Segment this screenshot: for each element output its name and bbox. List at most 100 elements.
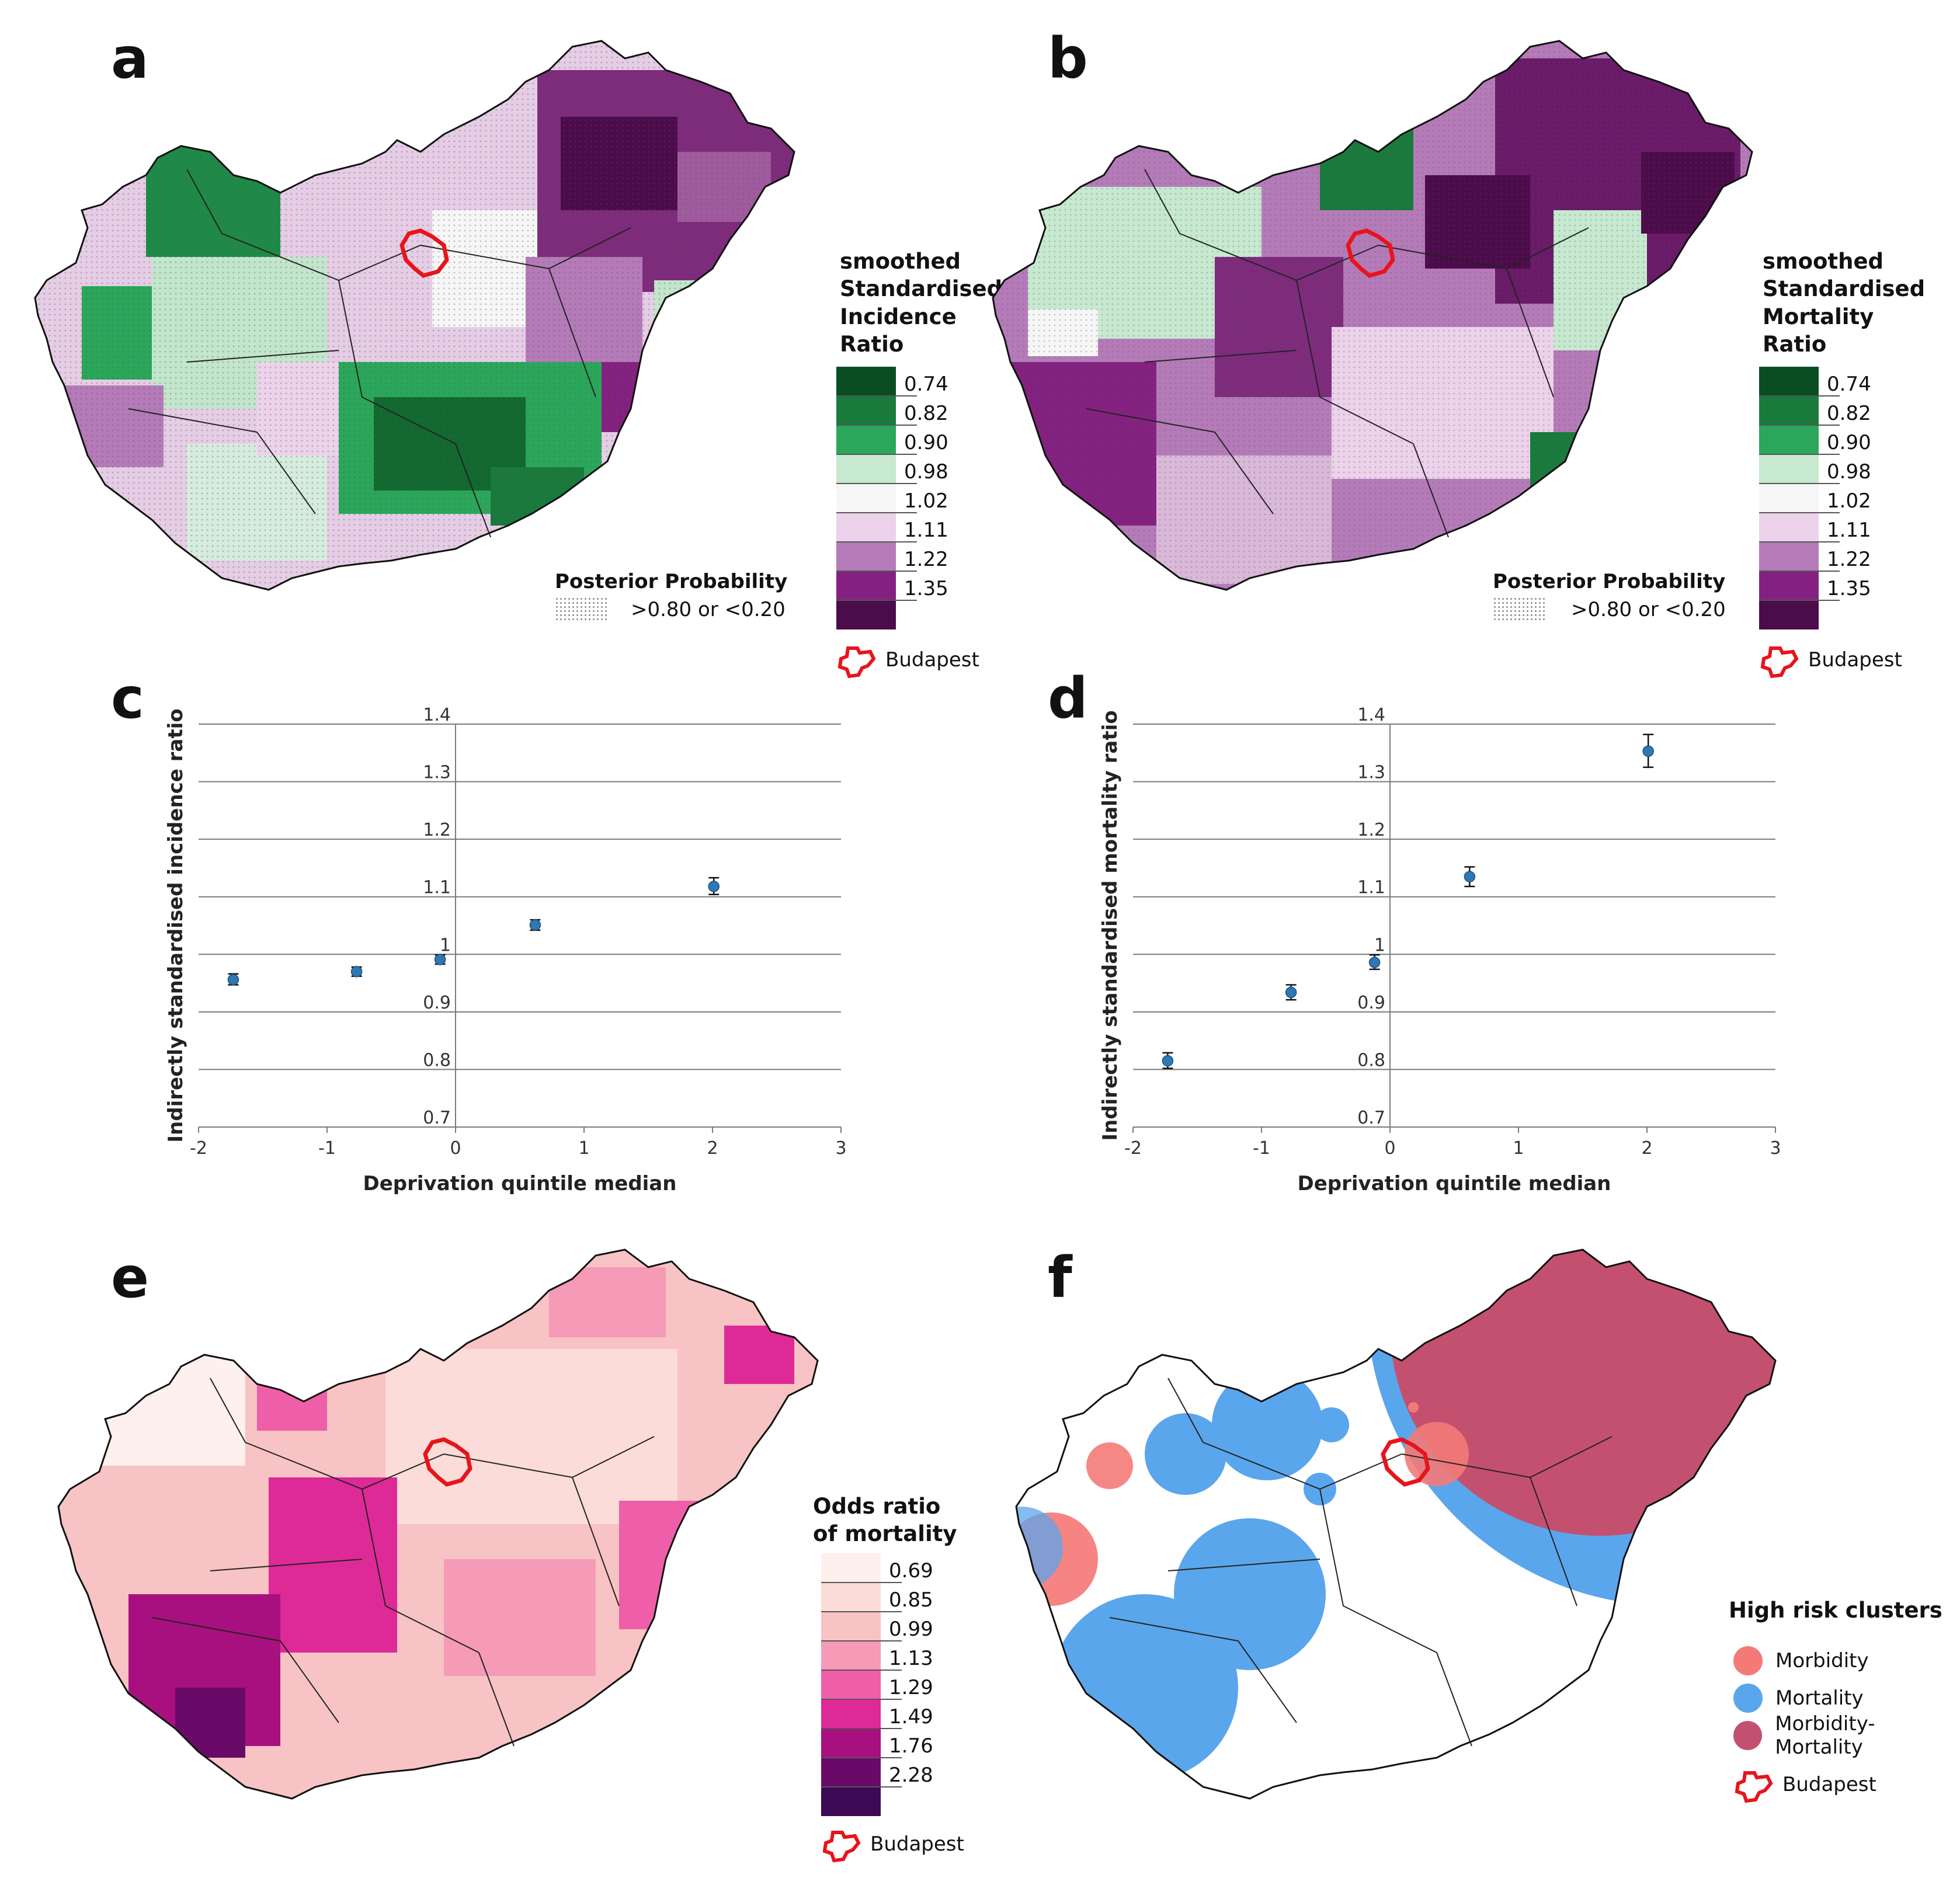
- legend-swatch-e-6: [821, 1729, 881, 1758]
- legend-tick-b-7: 1.35: [1827, 577, 1871, 600]
- legend-swatch-b-7: [1759, 571, 1819, 600]
- legend-swatch-a-1: [836, 396, 896, 425]
- ytick-d-1: 0.8: [1357, 1050, 1385, 1070]
- point-d-4: [1642, 745, 1654, 757]
- legend-tick-e-7: 2.28: [889, 1764, 933, 1787]
- ytick-c-4: 1.1: [423, 878, 451, 898]
- legend-title-e-line1: Odds ratio: [813, 1494, 941, 1519]
- point-c-2: [434, 954, 446, 965]
- xtick-c-1: -1: [318, 1138, 336, 1159]
- xlabel-d: Deprivation quintile median: [1298, 1172, 1611, 1195]
- panel-label-d: d: [1048, 666, 1088, 731]
- legend-tickline-a-7: [836, 600, 917, 601]
- legend-tickline-a-5: [836, 541, 917, 542]
- legend-tick-e-4: 1.29: [889, 1676, 933, 1699]
- legend-tickline-b-0: [1759, 395, 1840, 397]
- legend-swatch-e-8: [821, 1787, 881, 1816]
- legend-swatch-a-7: [836, 571, 896, 600]
- legend-title-a-line4: Ratio: [840, 332, 904, 357]
- legend-swatch-b-3: [1759, 454, 1819, 484]
- legend-tick-a-2: 0.90: [904, 431, 948, 454]
- xtick-c-0: -2: [190, 1138, 207, 1159]
- legend-swatch-e-1: [821, 1583, 881, 1612]
- legend-swatch-morbidity-mortality: [1733, 1721, 1763, 1750]
- legend-tickline-b-5: [1759, 541, 1840, 542]
- ytick-c-7: 1.4: [423, 705, 451, 725]
- legend-tick-e-5: 1.49: [889, 1705, 933, 1729]
- legend-tick-a-5: 1.11: [904, 519, 948, 542]
- ytick-d-4: 1.1: [1357, 878, 1385, 898]
- point-d-1: [1285, 986, 1297, 999]
- legend-swatch-b-1: [1759, 396, 1819, 425]
- panel-label-f: f: [1048, 1245, 1072, 1310]
- map-e: [57, 1248, 819, 1800]
- ytick-c-3: 1: [440, 935, 451, 955]
- point-c-4: [708, 881, 720, 892]
- point-c-1: [350, 966, 363, 978]
- xtick-d-1: -1: [1253, 1138, 1270, 1159]
- ylabel-c: Indirectly standardised incidence ratio: [164, 708, 187, 1142]
- budapest-label-a: Budapest: [885, 648, 979, 672]
- legend-bar-e: [821, 1553, 881, 1816]
- legend-tickline-b-1: [1759, 425, 1840, 426]
- panel-label-a: a: [111, 26, 149, 91]
- legend-title-b-line4: Ratio: [1763, 332, 1827, 357]
- legend-bar-a: [836, 367, 896, 630]
- chart-d: 0.7 0.8 0.9 1 1.1 1.2 1.3 1.4 -2 -1 0 1 2 3 Deprivatio…: [1099, 705, 1781, 1195]
- budapest-icon-f: [1735, 1771, 1773, 1803]
- legend-swatch-a-5: [836, 513, 896, 542]
- xtick-c-3: 1: [578, 1138, 589, 1159]
- legend-tickline-e-3: [821, 1670, 902, 1671]
- legend-tick-a-3: 0.98: [904, 460, 948, 484]
- legend-swatch-a-0: [836, 367, 896, 396]
- posterior-title-b: Posterior Probability: [1493, 570, 1726, 593]
- budapest-label-b: Budapest: [1808, 648, 1902, 672]
- legend-swatch-e-0: [821, 1553, 881, 1583]
- legend-tick-b-4: 1.02: [1827, 489, 1871, 513]
- legend-tickline-b-7: [1759, 600, 1840, 601]
- legend-tick-e-1: 0.85: [889, 1588, 933, 1612]
- posterior-title-a: Posterior Probability: [555, 570, 788, 593]
- posterior-value-b: >0.80 or <0.20: [1571, 598, 1726, 621]
- posterior-value-a: >0.80 or <0.20: [631, 598, 786, 621]
- legend-tickline-b-2: [1759, 454, 1840, 455]
- ytick-d-7: 1.4: [1357, 705, 1385, 725]
- legend-tick-a-7: 1.35: [904, 577, 948, 600]
- ytick-c-5: 1.2: [423, 820, 451, 840]
- ytick-d-2: 0.9: [1357, 993, 1385, 1013]
- legend-swatch-mortality: [1733, 1684, 1763, 1713]
- map-a: [34, 40, 795, 591]
- legend-title-e-line2: of mortality: [813, 1521, 957, 1547]
- legend-tickline-b-4: [1759, 512, 1840, 513]
- legend-title-a-line2: Standardised: [840, 276, 1003, 302]
- budapest-label-f: Budapest: [1782, 1773, 1876, 1796]
- ytick-d-0: 0.7: [1357, 1108, 1385, 1128]
- legend-tickline-b-3: [1759, 483, 1840, 484]
- xtick-d-4: 2: [1641, 1138, 1652, 1159]
- legend-tickline-a-4: [836, 512, 917, 513]
- legend-swatch-a-4: [836, 484, 896, 513]
- legend-swatch-e-2: [821, 1612, 881, 1641]
- legend-tickline-e-4: [821, 1699, 902, 1700]
- legend-tickline-a-2: [836, 454, 917, 455]
- legend-label-mortality: Mortality: [1775, 1686, 1864, 1710]
- legend-title-b-line2: Standardised: [1763, 276, 1926, 302]
- legend-tick-a-4: 1.02: [904, 489, 948, 513]
- xtick-d-3: 1: [1513, 1138, 1524, 1159]
- legend-tickline-b-6: [1759, 571, 1840, 572]
- ytick-c-1: 0.8: [423, 1050, 451, 1070]
- legend-tick-b-6: 1.22: [1827, 548, 1871, 571]
- budapest-icon-e: [822, 1831, 861, 1863]
- budapest-icon-b: [1760, 646, 1799, 679]
- legend-swatch-b-8: [1759, 600, 1819, 630]
- budapest-label-e: Budapest: [870, 1832, 964, 1856]
- posterior-swatch-a: [555, 597, 609, 621]
- legend-title-a-line3: Incidence: [840, 304, 957, 329]
- legend-tick-a-6: 1.22: [904, 548, 948, 571]
- legend-swatch-morbidity: [1733, 1646, 1763, 1675]
- legend-swatch-e-5: [821, 1699, 881, 1729]
- legend-f-items: Morbidity Mortality Morbidity-Mortality: [1733, 1642, 1960, 1759]
- xtick-d-2: 0: [1384, 1138, 1395, 1159]
- legend-tickline-e-1: [821, 1611, 902, 1612]
- xtick-c-4: 2: [707, 1138, 718, 1159]
